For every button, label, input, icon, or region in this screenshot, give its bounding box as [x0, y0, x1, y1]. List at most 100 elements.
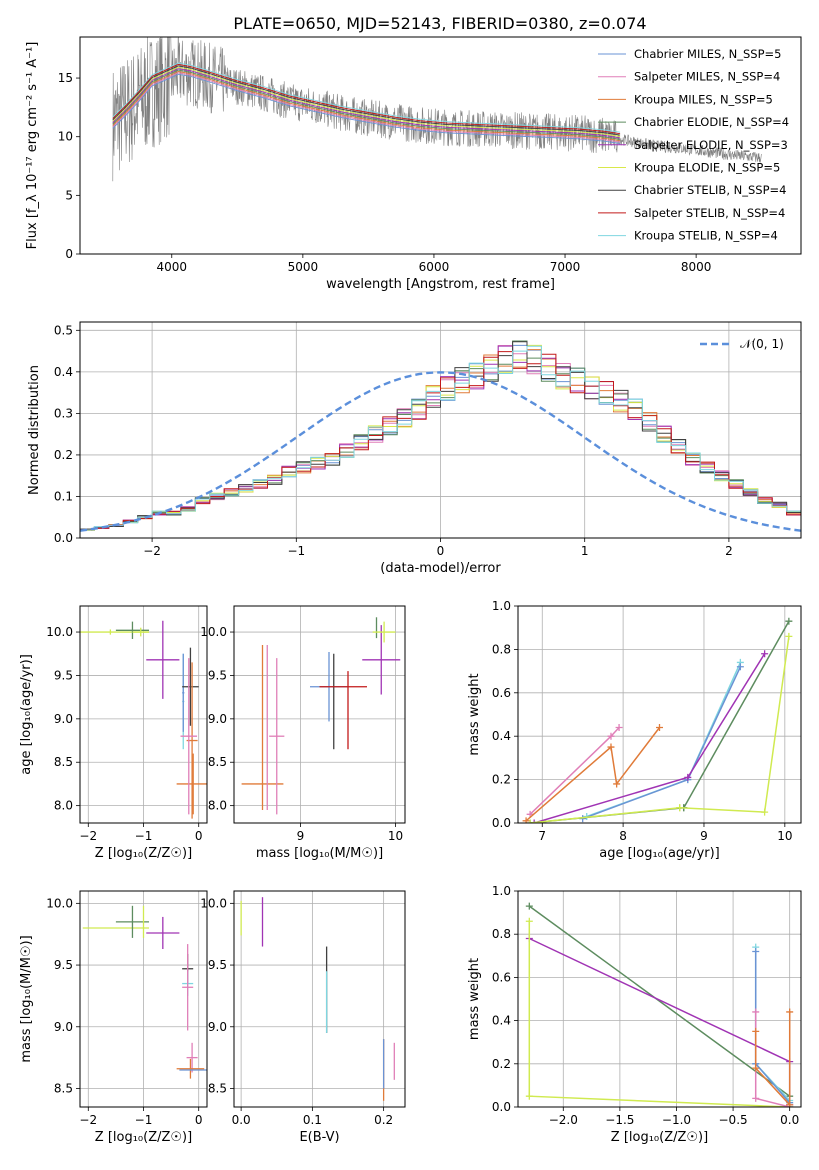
model-spectrum-line — [112, 69, 621, 140]
x-axis-label: mass [log₁₀(M/M☉)] — [256, 846, 383, 861]
x-tick-label: −1 — [135, 1113, 153, 1127]
legend-entry: Kroupa STELIB, N_SSP=4 — [634, 229, 778, 243]
y-tick-label: 9.0 — [208, 712, 227, 726]
mass-weight-series — [752, 1008, 794, 1107]
y-tick-label: 10.0 — [46, 896, 73, 910]
x-tick-label: 2 — [725, 544, 733, 558]
x-axis-label: wavelength [Angstrom, rest frame] — [326, 277, 555, 292]
legend-entry: Salpeter ELODIE, N_SSP=3 — [634, 138, 788, 152]
plot-frame — [517, 890, 802, 1108]
x-tick-label: 5000 — [288, 260, 319, 274]
x-axis-label: E(B-V) — [299, 1130, 339, 1145]
legend-entry: Chabrier ELODIE, N_SSP=4 — [634, 115, 789, 129]
plot-area — [240, 897, 395, 1101]
x-tick-label: 7 — [538, 829, 546, 843]
y-axis-label: mass weight — [467, 958, 482, 1040]
panel-mass-vs-ebv: 0.0 0.1 0.2 8.5 9.0 9.5 10.0 E(B-V) — [200, 890, 406, 1145]
plot-area — [80, 340, 801, 532]
x-tick-label: −2 — [79, 1113, 97, 1127]
x-tick-label: 6000 — [419, 260, 450, 274]
y-tick-label: 0.8 — [492, 927, 511, 941]
marker — [752, 1094, 760, 1102]
x-tick-label: 10 — [388, 829, 403, 843]
panel-residual-histogram: −2 −1 0 1 2 0.0 0.1 0.2 0.3 0.4 0.5 (data-model)/er… — [27, 321, 802, 576]
marker — [785, 617, 793, 625]
plot-frame — [79, 890, 208, 1108]
mass-weight-series — [526, 724, 623, 818]
y-tick-label: 9.5 — [208, 958, 227, 972]
model-spectrum-line — [112, 66, 621, 137]
x-axis-label: age [log₁₀(age/yr)] — [599, 846, 720, 861]
y-tick-label: 0.4 — [492, 1014, 511, 1028]
x-tick-label: 0.2 — [374, 1113, 393, 1127]
y-tick-label: 0.8 — [492, 642, 511, 656]
marker — [684, 773, 692, 781]
mass-weight-series — [530, 650, 769, 823]
error-bar-point — [182, 653, 185, 732]
marker — [522, 817, 530, 823]
plot-area — [112, 37, 762, 182]
y-tick-label: 9.5 — [208, 668, 227, 682]
marker — [761, 650, 769, 658]
y-tick-label: 5 — [65, 188, 73, 202]
x-tick-label: 8000 — [681, 260, 712, 274]
x-tick-label: 9 — [297, 829, 305, 843]
y-tick-label: 0.1 — [54, 489, 73, 503]
plot-area — [82, 905, 207, 1079]
panel-mass-weight-vs-age: 7 8 9 10 0.0 0.2 0.4 0.6 0.8 1.0 age [log₁₀(age/yr… — [467, 599, 802, 861]
mass-weight-series — [752, 1008, 794, 1107]
y-tick-label: 10 — [58, 130, 73, 144]
legend-entry: Salpeter MILES, N_SSP=4 — [634, 70, 780, 84]
x-axis-label: Z [log₁₀(Z/Z☉)] — [95, 846, 192, 861]
y-tick-label: 9.0 — [54, 1020, 73, 1034]
x-tick-label: −0.5 — [719, 1113, 748, 1127]
error-bar-point — [146, 620, 180, 699]
x-axis-label: Z [log₁₀(Z/Z☉)] — [95, 1130, 192, 1145]
y-tick-label: 0.0 — [492, 1100, 511, 1114]
y-axis-label: Normed distribution — [27, 365, 42, 495]
marker — [525, 917, 533, 925]
data-spectrum-line — [112, 37, 762, 182]
model-spectrum-line — [112, 63, 621, 135]
plot-area — [80, 620, 207, 819]
x-tick-label: 10 — [777, 829, 792, 843]
y-tick-label: 8.5 — [54, 1081, 73, 1095]
legend-entry: 𝒩(0, 1) — [740, 337, 784, 351]
plot-frame — [517, 605, 802, 824]
marker — [526, 819, 534, 823]
y-tick-label: 9.5 — [54, 668, 73, 682]
panel-spectrum: 4000 5000 6000 7000 8000 0 5 10 15 wavelength [An… — [25, 36, 802, 292]
error-bar-point — [176, 753, 207, 815]
legend-entry: Kroupa ELODIE, N_SSP=5 — [634, 161, 780, 175]
marker — [607, 732, 615, 740]
x-tick-label: −1 — [135, 829, 153, 843]
y-tick-label: 8.0 — [208, 799, 227, 813]
plot-frame — [233, 605, 406, 824]
legend-entry: Kroupa MILES, N_SSP=5 — [634, 92, 773, 106]
y-tick-label: 0.2 — [492, 773, 511, 787]
x-tick-label: −2 — [143, 544, 161, 558]
y-tick-label: 0.6 — [492, 686, 511, 700]
y-tick-label: 0.4 — [492, 729, 511, 743]
y-tick-label: 10.0 — [200, 625, 227, 639]
y-axis-label: mass [log₁₀(M/M☉)] — [19, 935, 34, 1062]
marker — [525, 1092, 533, 1100]
error-bar-point — [182, 647, 199, 726]
y-tick-label: 1.0 — [492, 599, 511, 613]
x-tick-label: 0.0 — [232, 1113, 251, 1127]
panel-age-vs-mass: 9 10 8.0 8.5 9.0 9.5 10.0 mass [log₁₀(M/M☉)] — [200, 605, 406, 861]
y-tick-label: 0.2 — [54, 448, 73, 462]
x-tick-label: −2.0 — [549, 1113, 578, 1127]
mass-weight-series — [525, 935, 794, 1107]
marker — [676, 804, 684, 812]
model-spectrum-line — [112, 65, 621, 136]
y-tick-label: 9.0 — [54, 712, 73, 726]
marker — [752, 1027, 760, 1035]
x-tick-label: 7000 — [550, 260, 581, 274]
marker — [752, 1008, 760, 1016]
plot-area — [525, 902, 794, 1107]
y-tick-label: 15 — [58, 71, 73, 85]
x-axis-label: Z [log₁₀(Z/Z☉)] — [611, 1130, 708, 1145]
mass-weight-series — [522, 724, 663, 823]
